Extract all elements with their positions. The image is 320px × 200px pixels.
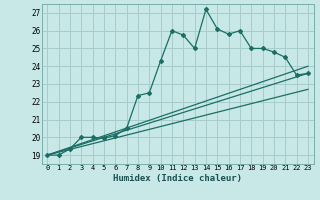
X-axis label: Humidex (Indice chaleur): Humidex (Indice chaleur): [113, 174, 242, 183]
